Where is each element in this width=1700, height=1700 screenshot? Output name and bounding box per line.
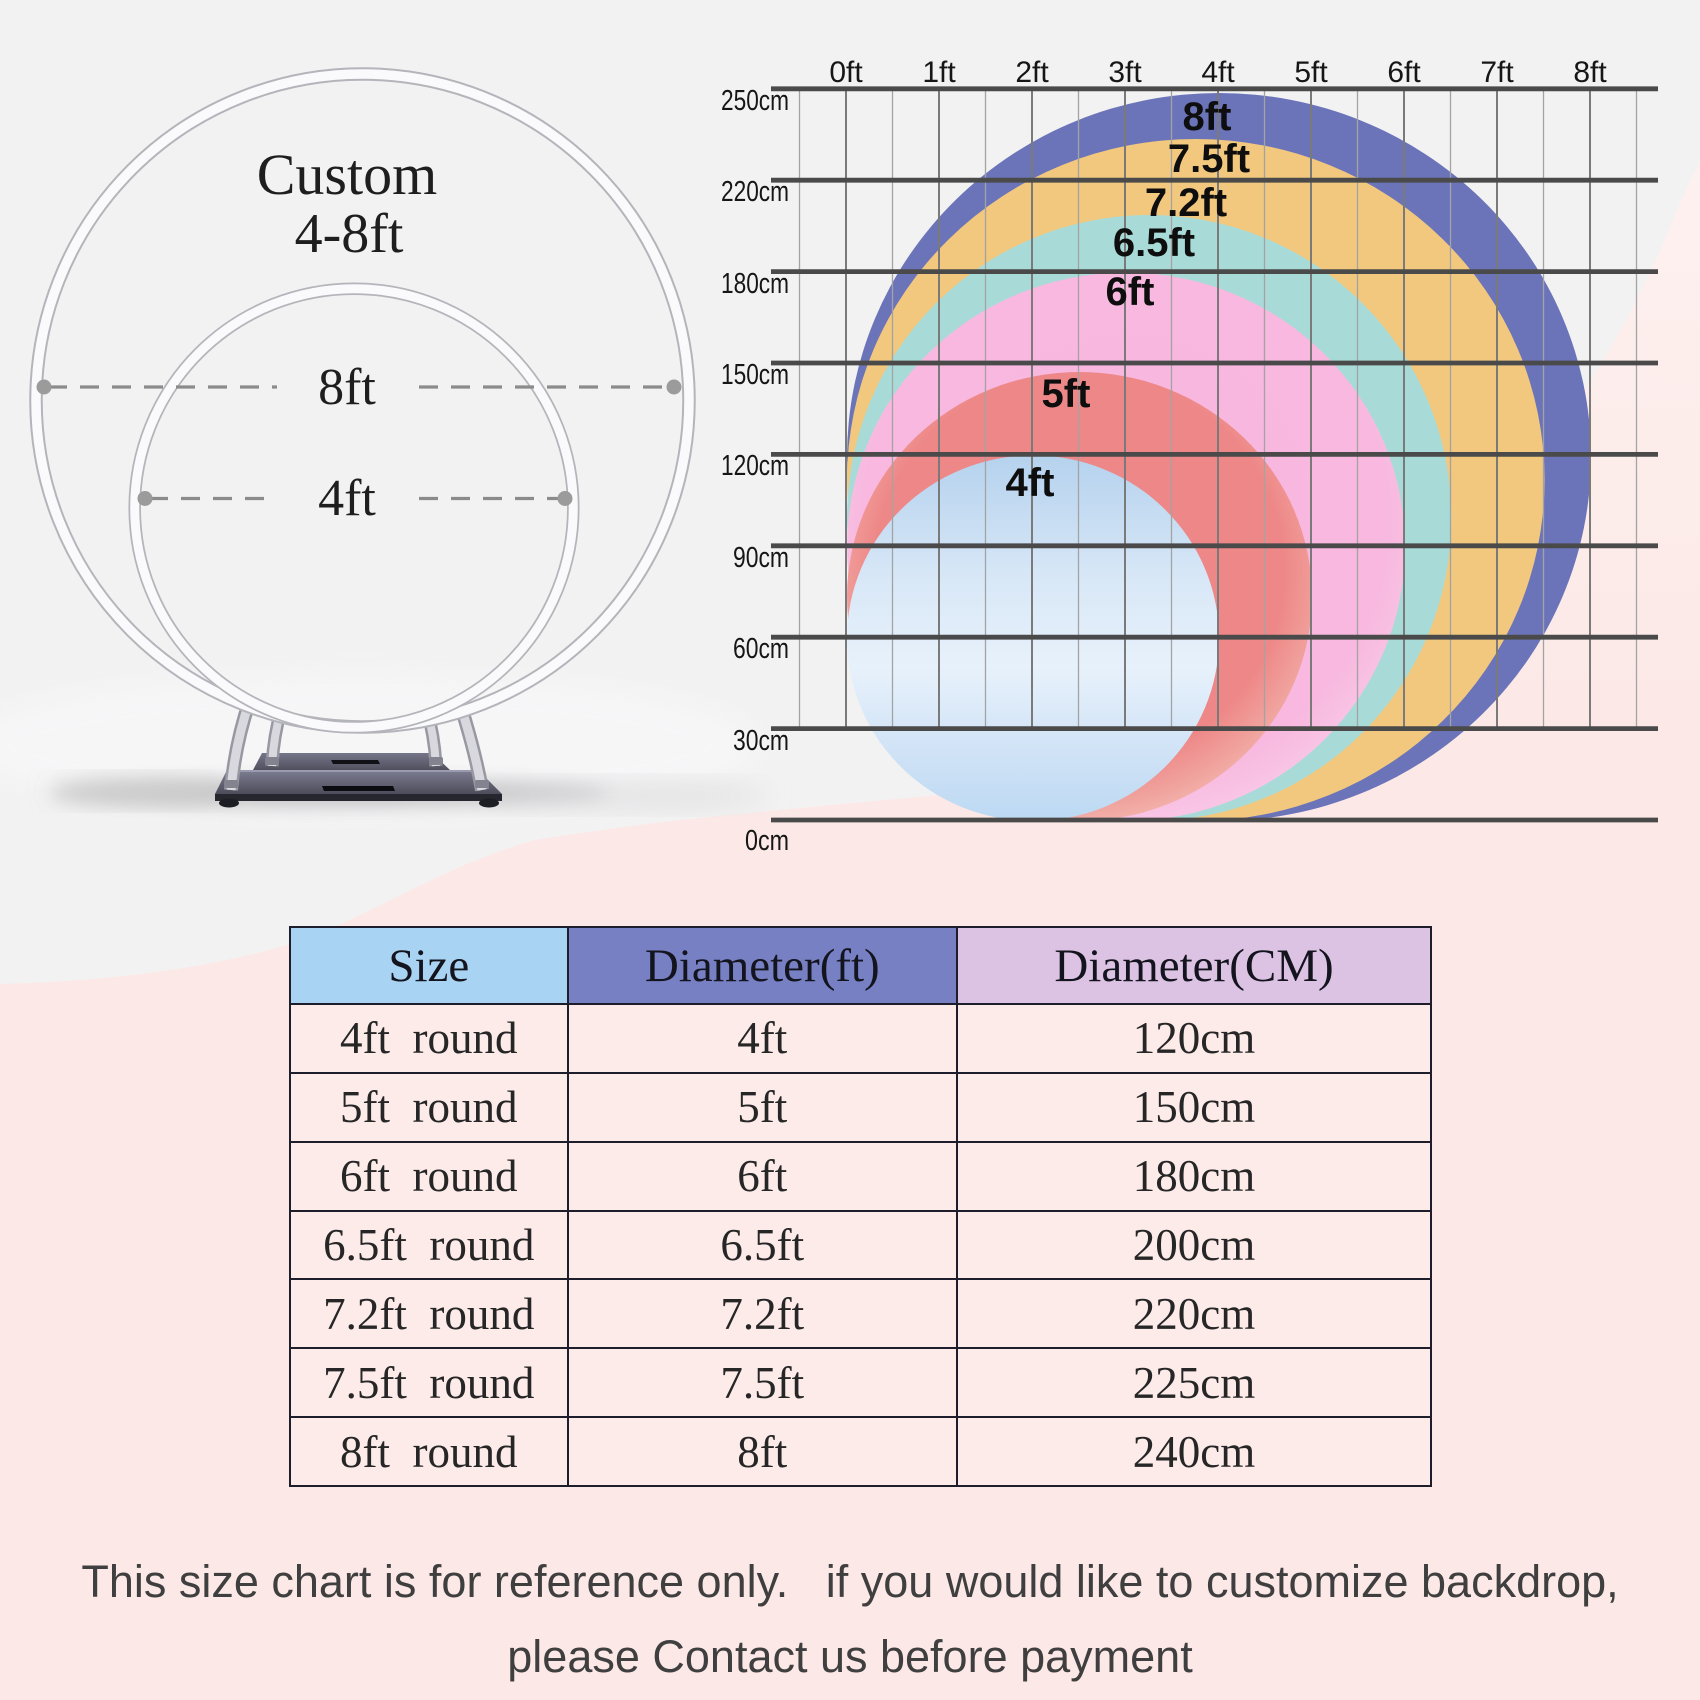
svg-text:6.5ft: 6.5ft — [1113, 221, 1195, 265]
svg-text:4ft: 4ft — [1006, 461, 1055, 505]
svg-text:220cm: 220cm — [721, 176, 789, 208]
svg-text:180cm: 180cm — [721, 268, 789, 300]
svg-text:8ft: 8ft — [1573, 56, 1607, 89]
svg-text:8ft: 8ft — [1183, 95, 1232, 139]
svg-text:3ft: 3ft — [1108, 56, 1142, 89]
svg-text:5ft: 5ft — [1294, 56, 1328, 89]
svg-text:60cm: 60cm — [733, 633, 789, 665]
svg-text:6ft: 6ft — [1106, 270, 1155, 314]
svg-text:1ft: 1ft — [922, 56, 956, 89]
svg-text:7ft: 7ft — [1480, 56, 1514, 89]
svg-text:90cm: 90cm — [733, 542, 789, 574]
svg-text:Custom: Custom — [257, 142, 438, 207]
svg-text:30cm: 30cm — [733, 725, 789, 757]
svg-text:4ft: 4ft — [1201, 56, 1235, 89]
svg-text:6ft: 6ft — [1387, 56, 1421, 89]
svg-text:7.5ft: 7.5ft — [1168, 137, 1250, 181]
svg-text:0ft: 0ft — [829, 56, 863, 89]
svg-text:250cm: 250cm — [721, 85, 789, 117]
svg-text:120cm: 120cm — [721, 450, 789, 482]
svg-text:150cm: 150cm — [721, 359, 789, 391]
svg-text:0cm: 0cm — [745, 825, 789, 857]
svg-text:5ft: 5ft — [1042, 372, 1091, 416]
svg-text:4ft: 4ft — [318, 470, 376, 527]
svg-text:4-8ft: 4-8ft — [295, 203, 404, 265]
svg-text:2ft: 2ft — [1015, 56, 1049, 89]
svg-text:8ft: 8ft — [318, 359, 376, 416]
svg-text:7.2ft: 7.2ft — [1145, 181, 1227, 225]
